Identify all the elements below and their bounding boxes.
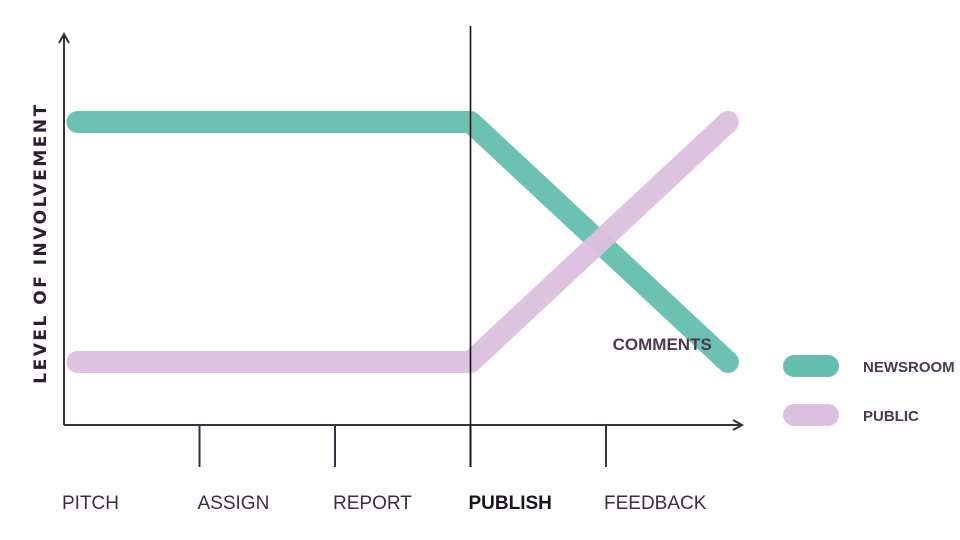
x-tick-label: PUBLISH (469, 493, 552, 514)
x-tick-label: REPORT (333, 493, 412, 514)
axes (58, 31, 745, 431)
x-ticks (198, 425, 607, 467)
legend-label: PUBLIC (863, 408, 919, 425)
x-tick-labels: PITCH ASSIGN REPORT PUBLISH FEEDBACK (62, 493, 707, 514)
x-tick-label: FEEDBACK (604, 493, 707, 514)
y-axis-arrow (58, 31, 70, 44)
x-tick-label: ASSIGN (198, 493, 270, 514)
series-line-public (66, 111, 739, 373)
series-line-newsroom (66, 111, 739, 373)
comments-annotation: COMMENTS (613, 335, 712, 354)
legend-label: NEWSROOM (863, 359, 955, 376)
x-axis-arrow (732, 419, 745, 431)
legend: NEWSROOM PUBLIC (783, 355, 955, 426)
x-tick-label: PITCH (62, 493, 119, 514)
series-lines (66, 111, 739, 373)
y-axis-label: LEVEL OF INVOLVEMENT (31, 102, 51, 383)
